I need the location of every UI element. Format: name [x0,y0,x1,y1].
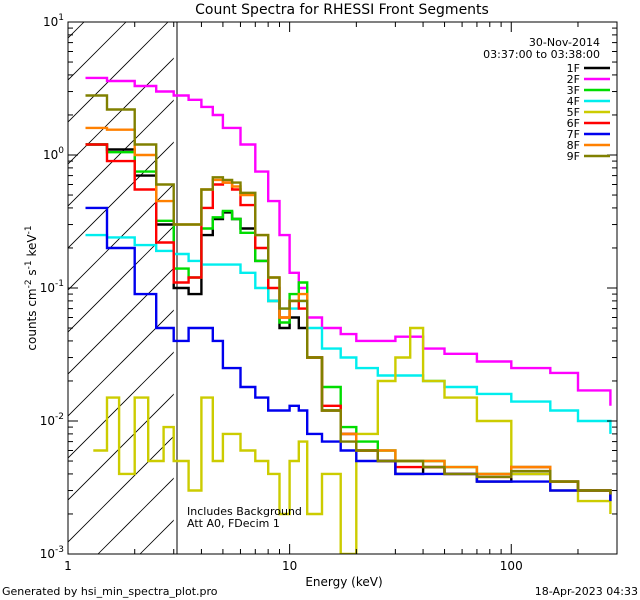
x-axis: 1 10 100 [64,22,618,573]
x-axis-label: Energy (keV) [305,575,382,589]
legend-label: 6F [567,117,580,130]
x-tick-label: 1 [64,559,72,573]
legend-label: 3F [567,84,580,97]
series-layer [85,76,612,554]
hatch-line [68,99,174,207]
time-range-label: 03:37:00 to 03:38:00 [483,48,600,61]
y-tick-label: 100 [43,146,64,162]
hatch-line [0,22,42,554]
hatch-line [68,225,174,333]
chart-title: Count Spectra for RHESSI Front Segments [195,2,489,18]
x-tick-label: 100 [500,559,523,573]
y-tick-label: 101 [43,13,64,29]
legend-label: 4F [567,95,580,108]
series-line-2F [85,76,612,406]
hatch-line [68,393,174,501]
date-label: 30-Nov-2014 [529,36,600,49]
y-tick-label: 10-1 [40,279,64,295]
timestamp-label: 18-Apr-2023 04:33 [535,585,638,598]
y-axis-label: counts cm-2 s-1 keV-1 [24,225,39,350]
annotation-background: Includes Background [187,505,302,518]
x-tick-label: 10 [282,559,297,573]
legend-label: 2F [567,73,580,86]
legend-label: 5F [567,106,580,119]
hatch-line [68,22,169,123]
y-tick-label: 10-2 [40,412,64,428]
hatch-line [139,519,174,554]
legend-label: 7F [567,128,580,141]
legend-label: 8F [567,139,580,152]
series-line-9F [85,94,612,495]
legend-label: 9F [567,150,580,163]
series-line-5F [93,326,612,554]
annotation-attenuator: Att A0, FDecim 1 [187,517,280,530]
y-axis: 10-3 10-2 10-1 100 101 [40,13,617,561]
hatch-line [68,435,174,543]
hatch-line [68,267,174,375]
generated-by-label: Generated by hsi_min_spectra_plot.pro [2,585,218,598]
legend-label: 1F [567,62,580,75]
y-tick-label: 10-3 [40,545,64,561]
